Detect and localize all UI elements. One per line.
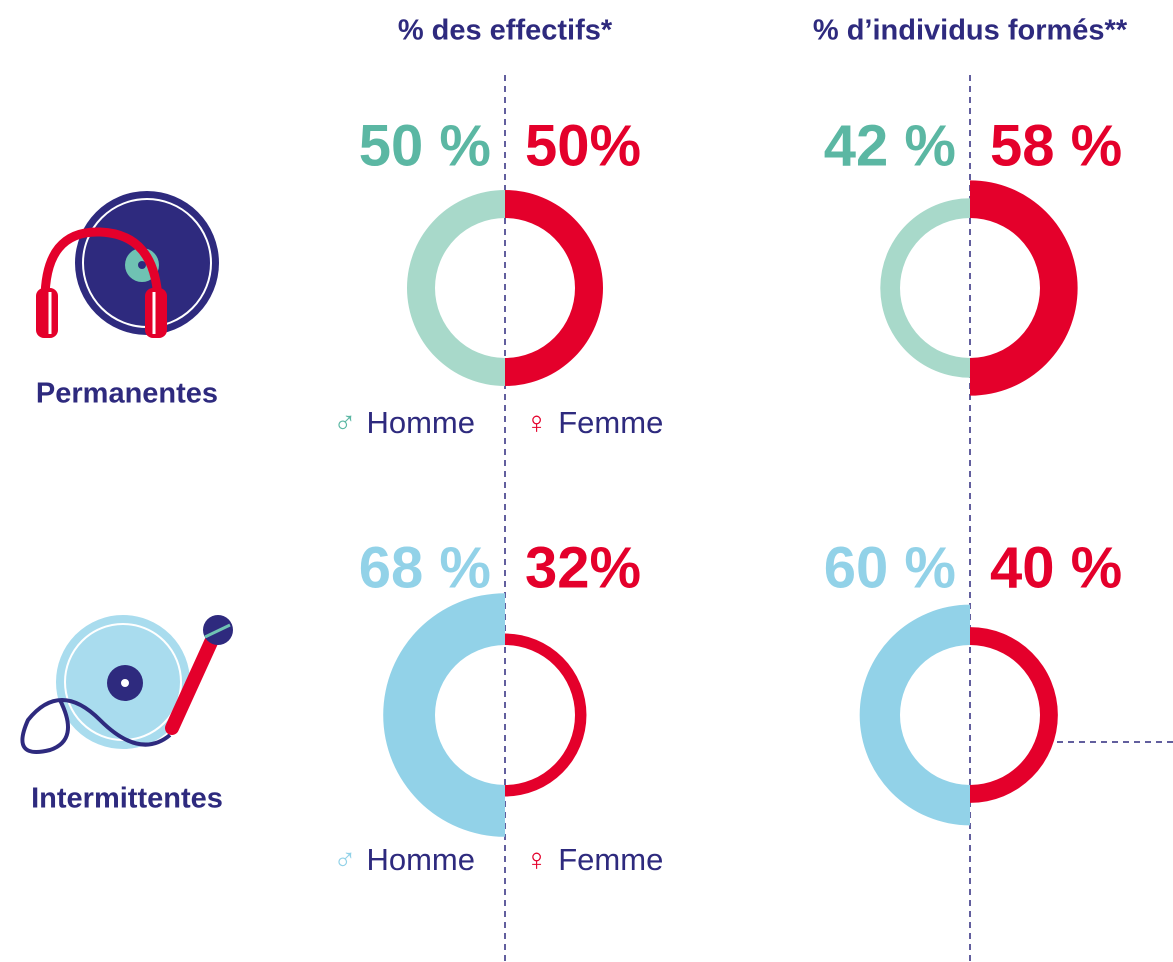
- column-header: % d’individus formés**: [813, 15, 1128, 47]
- donut-half: [970, 180, 1078, 396]
- value-label: 40 %: [990, 535, 1122, 600]
- legend-symbol: ♂: [333, 405, 356, 440]
- vinyl-headphones-icon: [36, 191, 219, 338]
- value-label: 68 %: [359, 535, 491, 600]
- legend-name: Homme: [366, 405, 475, 440]
- legend-symbol: ♀: [525, 842, 548, 877]
- donut-half: [859, 604, 970, 826]
- value-label: 50%: [525, 113, 641, 178]
- legend-entry: ♀ Femme: [525, 405, 663, 440]
- legend-entry: ♀ Femme: [525, 842, 663, 877]
- row-label: Permanentes: [36, 378, 218, 410]
- row-label: Intermittentes: [31, 783, 223, 815]
- donut-half: [505, 190, 603, 386]
- value-label: 60 %: [824, 535, 956, 600]
- donut-half: [407, 190, 505, 386]
- legend-name: Homme: [366, 842, 475, 877]
- column-header: % des effectifs*: [398, 15, 613, 47]
- legend-symbol: ♀: [525, 405, 548, 440]
- cd-microphone-icon: [20, 613, 233, 754]
- donut-half: [505, 633, 587, 797]
- donut-half: [383, 593, 505, 837]
- value-label: 58 %: [990, 113, 1122, 178]
- value-label: 32%: [525, 535, 641, 600]
- legend-symbol: ♂: [333, 842, 356, 877]
- value-label: 50 %: [359, 113, 491, 178]
- legend-entry: ♂ Homme: [333, 842, 475, 877]
- legend-name: Femme: [558, 842, 663, 877]
- value-label: 42 %: [824, 113, 956, 178]
- donut-half: [970, 627, 1058, 803]
- donut-half: [880, 198, 970, 378]
- legend-entry: ♂ Homme: [333, 405, 475, 440]
- legend-name: Femme: [558, 405, 663, 440]
